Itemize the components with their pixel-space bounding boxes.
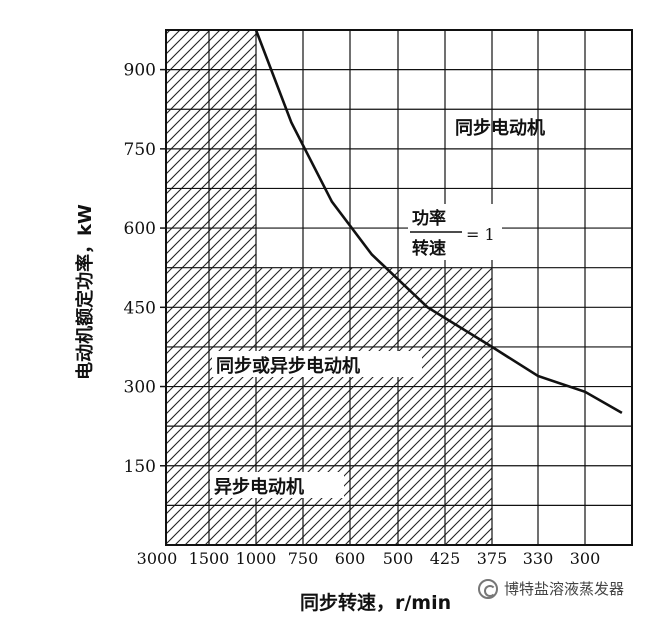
- x-tick-label-1000: 1000: [236, 549, 277, 568]
- watermark-text: 博特盐溶液蒸发器: [504, 580, 625, 598]
- x-axis-ticks: 3000 1500 1000 750 600 500 425 375 330 300: [137, 549, 601, 568]
- region-label-sync: 同步电动机: [455, 117, 545, 139]
- x-tick-label-375: 375: [477, 549, 508, 568]
- x-tick-label-3000: 3000: [137, 549, 178, 568]
- x-tick-label-500: 500: [383, 549, 414, 568]
- hatched-regions: [166, 30, 492, 545]
- x-tick-label-750: 750: [288, 549, 319, 568]
- y-tick-label-300: 300: [124, 378, 156, 398]
- x-axis-title: 同步转速，r/min: [300, 592, 452, 614]
- x-tick-label-425: 425: [430, 549, 461, 568]
- x-tick-label-330: 330: [523, 549, 554, 568]
- curve-label-suffix: = 1: [466, 225, 495, 244]
- region-label-async: 异步电动机: [214, 476, 304, 498]
- wechat-icon: [478, 578, 498, 599]
- x-tick-label-300: 300: [570, 549, 601, 568]
- curve-label-numerator: 功率: [412, 208, 446, 229]
- region-label-async-bg: [210, 472, 344, 498]
- x-tick-label-600: 600: [335, 549, 366, 568]
- y-axis-ticks: 150 300 450 600 750 900: [124, 61, 166, 477]
- region-label-sync-or-async-bg: [212, 351, 422, 377]
- plot-frame: [165, 29, 633, 546]
- y-tick-label-600: 600: [124, 219, 156, 239]
- x-tick-label-1500: 1500: [189, 549, 230, 568]
- grid-lines: [166, 30, 632, 545]
- y-tick-label-750: 750: [124, 140, 156, 160]
- region-label-sync-or-async: 同步或异步电动机: [216, 355, 360, 377]
- y-tick-label-900: 900: [124, 61, 156, 81]
- watermark: 博特盐溶液蒸发器: [478, 578, 624, 599]
- y-axis-title: 电动机额定功率，kW: [75, 204, 96, 380]
- power-speed-curve: [254, 29, 623, 415]
- y-tick-label-150: 150: [124, 457, 156, 477]
- y-tick-label-450: 450: [124, 298, 156, 318]
- curve-label-denominator: 转速: [412, 238, 446, 259]
